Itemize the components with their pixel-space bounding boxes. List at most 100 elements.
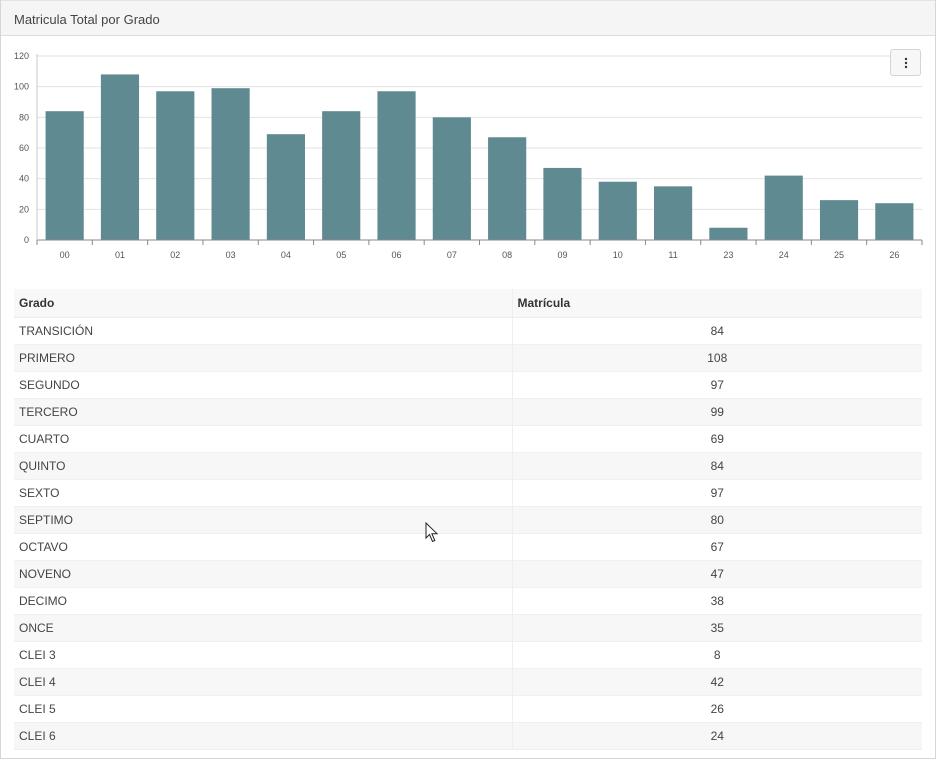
chart-menu-button[interactable]: [890, 49, 921, 76]
cell-grado: SEXTO: [14, 479, 513, 507]
table-row: CLEI 5 26: [14, 695, 922, 723]
cell-matricula: 38: [512, 587, 922, 615]
cell-grado: CLEI 5: [14, 695, 513, 723]
cell-grado: TRANSICIÓN: [14, 317, 513, 345]
x-tick-label: 03: [226, 250, 236, 260]
cell-matricula: 97: [512, 371, 922, 399]
table-row: CUARTO 69: [14, 425, 922, 453]
table-row: NOVENO 47: [14, 560, 922, 588]
x-tick-label: 01: [115, 250, 125, 260]
y-tick-label: 0: [24, 235, 29, 245]
table-header-row: Grado Matrícula: [14, 289, 922, 318]
bar-07[interactable]: [432, 117, 471, 240]
cell-matricula: 26: [512, 695, 922, 723]
column-header-grado[interactable]: Grado: [14, 289, 513, 318]
table-row: SEPTIMO 80: [14, 506, 922, 534]
cell-matricula: 84: [512, 452, 922, 480]
x-tick-label: 11: [668, 250, 677, 260]
column-header-matricula[interactable]: Matrícula: [512, 289, 922, 318]
x-tick-label: 02: [170, 250, 180, 260]
y-tick-label: 120: [14, 51, 29, 61]
cell-matricula: 35: [512, 614, 922, 642]
x-tick-label: 00: [60, 250, 70, 260]
cell-matricula: 99: [512, 398, 922, 426]
cell-grado: DECIMO: [14, 587, 513, 615]
panel-header: Matricula Total por Grado: [1, 0, 935, 36]
cell-grado: OCTAVO: [14, 533, 513, 561]
cell-grado: ONCE: [14, 614, 513, 642]
y-tick-label: 80: [19, 112, 29, 122]
cell-matricula: 108: [512, 344, 922, 372]
panel-title: Matricula Total por Grado: [14, 12, 160, 27]
cell-matricula: 67: [512, 533, 922, 561]
table-row: CLEI 6 24: [14, 722, 922, 750]
bar-23[interactable]: [709, 227, 748, 240]
enrollment-table: Grado Matrícula TRANSICIÓN 84 PRIMERO 108 SE…: [14, 289, 922, 750]
table-row: SEGUNDO 97: [14, 371, 922, 399]
cell-grado: CUARTO: [14, 425, 513, 453]
bar-01[interactable]: [100, 74, 140, 241]
y-tick-label: 60: [19, 143, 29, 153]
bar-08[interactable]: [488, 137, 527, 240]
cell-matricula: 69: [512, 425, 922, 453]
bar-00[interactable]: [45, 111, 84, 240]
table-row: TERCERO 99: [14, 398, 922, 426]
table-row: TRANSICIÓN 84: [14, 317, 922, 345]
x-tick-label: 09: [557, 250, 567, 260]
cell-grado: CLEI 3: [14, 641, 513, 669]
mouse-pointer-icon: [425, 522, 439, 543]
cell-matricula: 80: [512, 506, 922, 534]
x-tick-label: 08: [502, 250, 512, 260]
chart-bars: [45, 74, 914, 241]
y-tick-label: 20: [19, 204, 29, 214]
table-row: SEXTO 97: [14, 479, 922, 507]
cell-matricula: 97: [512, 479, 922, 507]
table-row: ONCE 35: [14, 614, 922, 642]
bar-11[interactable]: [654, 186, 693, 240]
table-row: CLEI 4 42: [14, 668, 922, 696]
cell-matricula: 42: [512, 668, 922, 696]
cell-grado: TERCERO: [14, 398, 513, 426]
table-row: OCTAVO 67: [14, 533, 922, 561]
y-tick-label: 100: [14, 82, 29, 92]
x-tick-label: 26: [889, 250, 899, 260]
bar-chart: 0 20 40 60 80 100 120 00 01 02 03 04 05 06 07 08 09 10 11 2…: [14, 51, 923, 260]
bar-06[interactable]: [377, 91, 416, 240]
cell-grado: CLEI 6: [14, 722, 513, 750]
cell-matricula: 24: [512, 722, 922, 750]
bar-02[interactable]: [156, 91, 195, 240]
cell-grado: CLEI 4: [14, 668, 513, 696]
x-tick-label: 06: [392, 250, 402, 260]
bar-05[interactable]: [322, 111, 361, 240]
x-tick-label: 24: [779, 250, 789, 260]
x-tick-label: 23: [723, 250, 733, 260]
chart-axes: 0 20 40 60 80 100 120 00 01 02 03 04 05 06 07 08 09 10 11 2…: [14, 51, 923, 260]
bar-09[interactable]: [543, 167, 582, 240]
vertical-ellipsis-icon: [904, 57, 907, 68]
cell-grado: SEGUNDO: [14, 371, 513, 399]
y-tick-label: 40: [19, 174, 29, 184]
cell-matricula: 8: [512, 641, 922, 669]
bar-24[interactable]: [764, 175, 803, 240]
cell-grado: PRIMERO: [14, 344, 513, 372]
x-tick-label: 04: [281, 250, 291, 260]
bar-04[interactable]: [266, 134, 305, 240]
cell-grado: NOVENO: [14, 560, 513, 588]
table-body: TRANSICIÓN 84 PRIMERO 108 SEGUNDO 97 TERCERO 99…: [14, 317, 922, 750]
table-row: QUINTO 84: [14, 452, 922, 480]
bar-10[interactable]: [598, 181, 637, 240]
bar-25[interactable]: [819, 200, 859, 240]
cell-matricula: 47: [512, 560, 922, 588]
x-tick-label: 07: [447, 250, 457, 260]
x-tick-label: 05: [336, 250, 346, 260]
x-tick-label: 25: [834, 250, 844, 260]
cell-grado: QUINTO: [14, 452, 513, 480]
table-row: DECIMO 38: [14, 587, 922, 615]
cell-matricula: 84: [512, 317, 922, 345]
bar-26[interactable]: [875, 203, 914, 240]
bar-03[interactable]: [211, 88, 250, 240]
x-tick-label: 10: [613, 250, 623, 260]
table-row: PRIMERO 108: [14, 344, 922, 372]
